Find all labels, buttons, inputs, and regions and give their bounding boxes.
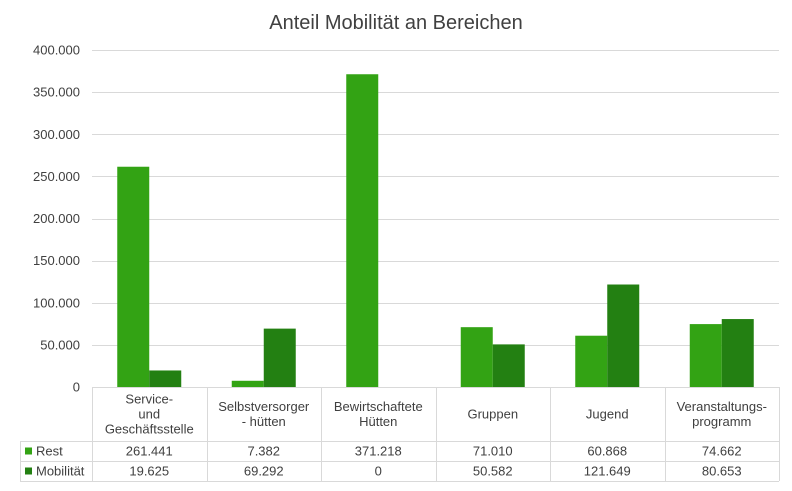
y-tick-label: 300.000: [33, 127, 80, 142]
bar-mobilität: [721, 319, 754, 387]
y-tick-label: 50.000: [40, 337, 80, 352]
data-value-label: 371.218: [355, 444, 402, 459]
x-category-label: Hütten: [359, 414, 397, 429]
bar-rest: [460, 327, 493, 387]
x-category-label: Jugend: [586, 407, 629, 422]
bar-mobilität: [607, 284, 640, 387]
x-category-label: Geschäftsstelle: [105, 422, 194, 437]
data-value-label: 60.868: [587, 444, 627, 459]
bars: [117, 74, 754, 387]
data-value-label: 121.649: [584, 464, 631, 479]
x-category-label: Veranstaltungs-: [677, 399, 767, 414]
y-tick-label: 400.000: [33, 43, 80, 58]
bar-rest: [346, 74, 379, 387]
legend-key-rest: [25, 447, 32, 455]
data-value-label: 261.441: [126, 444, 173, 459]
legend-key-mobilität: [25, 467, 32, 475]
data-value-label: 50.582: [473, 464, 513, 479]
y-tick-label: 100.000: [33, 295, 80, 310]
bar-rest: [575, 335, 608, 387]
gridlines: [92, 50, 779, 346]
bar-rest: [231, 380, 264, 387]
x-category-label: und: [138, 407, 160, 422]
x-category-label: Gruppen: [467, 407, 518, 422]
bar-mobilität: [149, 370, 182, 387]
legend-label: Mobilität: [36, 464, 85, 479]
bar-rest: [689, 324, 722, 387]
data-value-label: 71.010: [473, 444, 513, 459]
data-value-label: 69.292: [244, 464, 284, 479]
data-value-label: 80.653: [702, 464, 742, 479]
bar-rest: [117, 166, 150, 387]
y-tick-label: 150.000: [33, 253, 80, 268]
data-value-label: 74.662: [702, 444, 742, 459]
x-category-label: - hütten: [242, 414, 286, 429]
y-tick-label: 200.000: [33, 211, 80, 226]
x-category-label: Service-: [125, 392, 173, 407]
x-category-label: programm: [692, 414, 751, 429]
x-category-label: Selbstversorger: [218, 399, 310, 414]
data-value-label: 19.625: [129, 464, 169, 479]
y-tick-label: 0: [73, 380, 80, 395]
data-value-label: 7.382: [247, 444, 280, 459]
bar-mobilität: [263, 328, 296, 387]
data-value-label: 0: [375, 464, 382, 479]
chart-title: Anteil Mobilität an Bereichen: [269, 12, 522, 34]
legend-label: Rest: [36, 444, 63, 459]
y-axis-tick-labels: 0 50.000 100.000 150.000 200.000 250.000 300.0…: [33, 43, 80, 395]
y-tick-label: 350.000: [33, 85, 80, 100]
y-tick-label: 250.000: [33, 169, 80, 184]
x-category-label: Bewirtschaftete: [334, 399, 423, 414]
bar-mobilität: [492, 344, 525, 387]
